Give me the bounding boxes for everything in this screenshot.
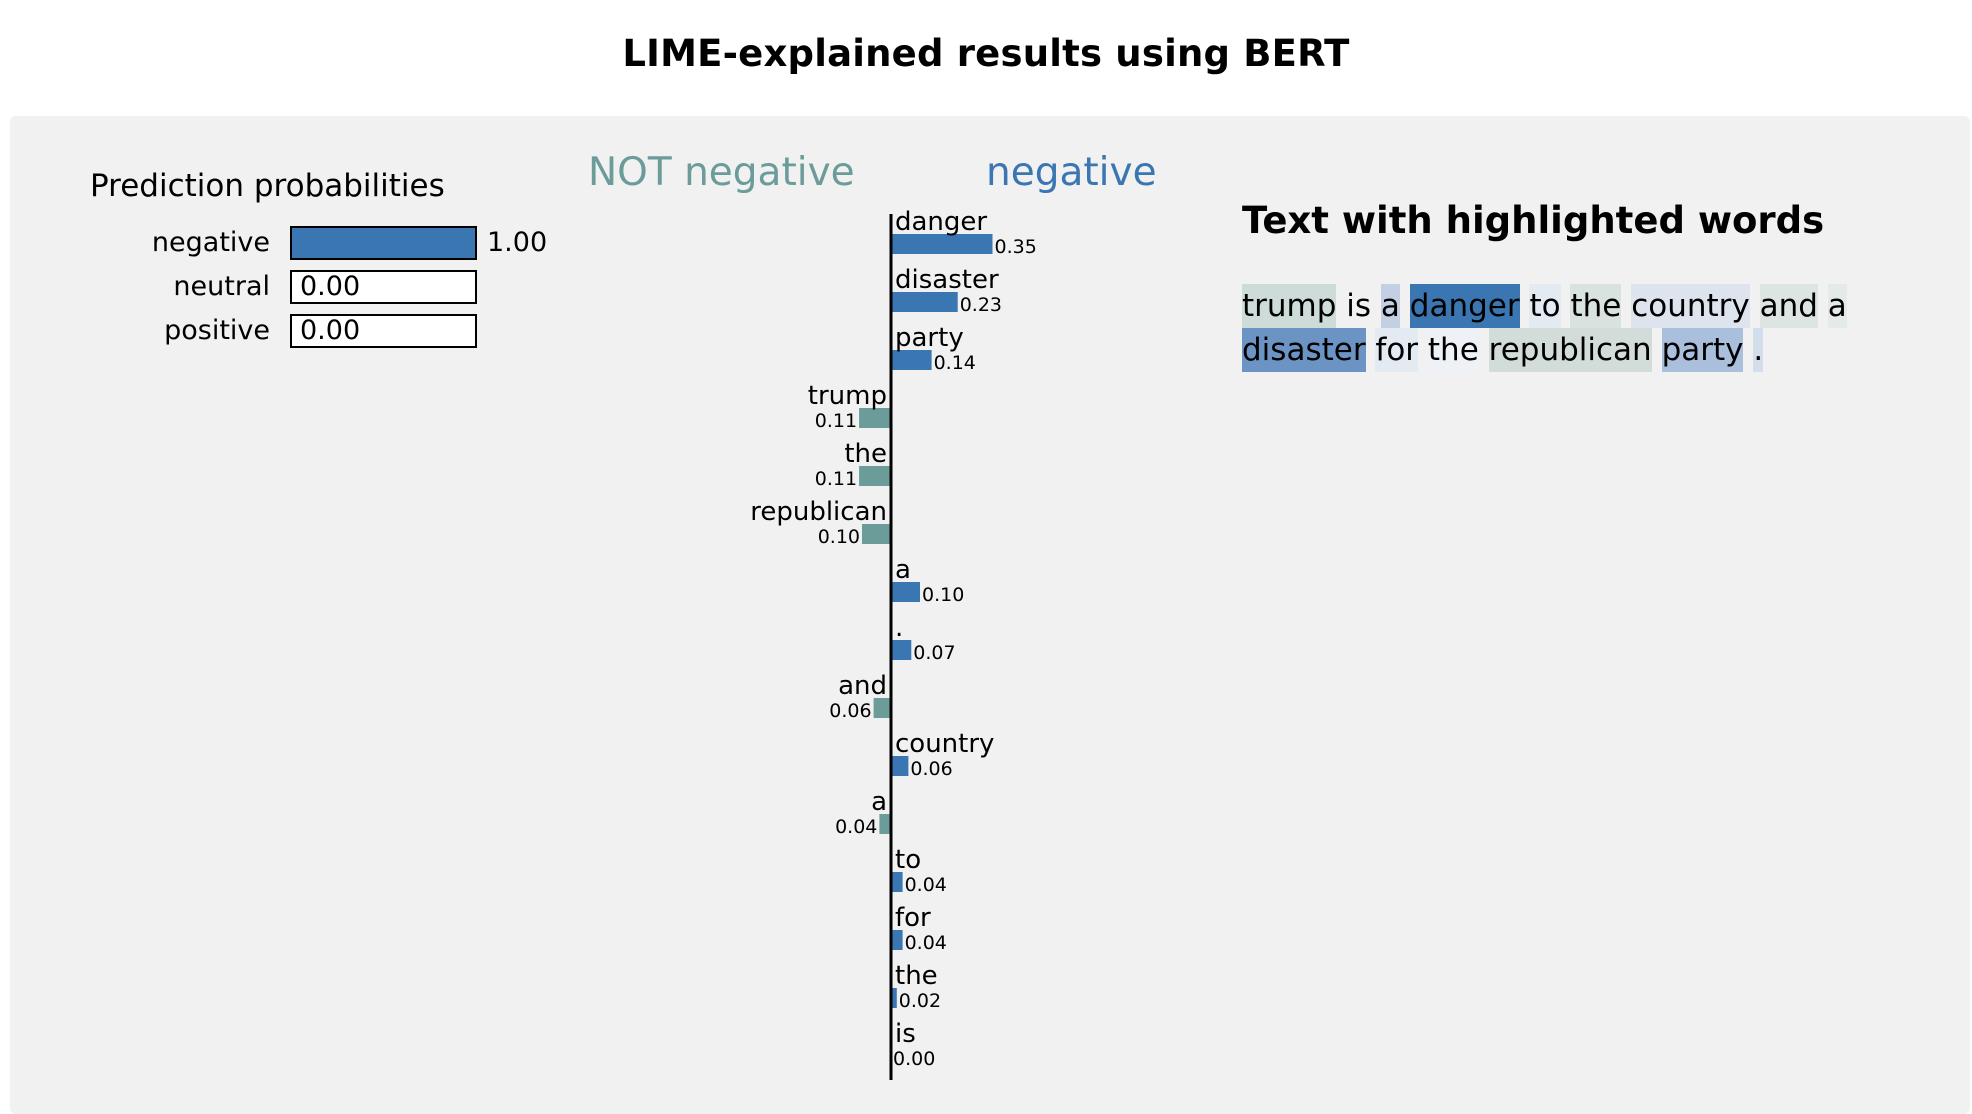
weight-label: 0.04 xyxy=(905,932,947,954)
weight-bar xyxy=(891,930,903,950)
prob-value: 0.00 xyxy=(300,315,361,346)
word-label: trump xyxy=(808,381,887,411)
highlighted-word: the xyxy=(1427,328,1479,372)
prob-value: 0.00 xyxy=(300,271,361,302)
word-space xyxy=(1400,284,1410,328)
prob-row-positive: positive 0.00 xyxy=(0,314,600,348)
weight-bar xyxy=(891,292,958,312)
prob-bar-fill xyxy=(292,228,475,258)
word-label: . xyxy=(895,613,903,643)
word-label: the xyxy=(895,961,938,991)
word-label: for xyxy=(895,903,931,933)
weight-label: 0.35 xyxy=(995,236,1037,258)
word-space xyxy=(1371,284,1381,328)
highlighted-word: danger xyxy=(1409,284,1520,328)
weight-bar xyxy=(891,756,909,776)
page-title: LIME-explained results using BERT xyxy=(622,32,1350,75)
word-label: the xyxy=(844,439,887,469)
word-space xyxy=(1621,284,1631,328)
weight-bar xyxy=(891,582,920,602)
prob-label: negative xyxy=(151,227,270,258)
weight-bar xyxy=(862,524,891,544)
highlighted-word: a xyxy=(1827,284,1847,328)
word-label: disaster xyxy=(895,265,999,295)
highlighted-word: to xyxy=(1529,284,1561,328)
weight-label: 0.11 xyxy=(815,468,857,490)
weight-label: 0.07 xyxy=(913,642,955,664)
highlighted-word: a xyxy=(1380,284,1400,328)
highlighted-word: disaster xyxy=(1242,328,1366,372)
weight-bar xyxy=(891,350,932,370)
weight-label: 0.06 xyxy=(829,700,871,722)
word-label: country xyxy=(895,729,994,759)
weight-label: 0.14 xyxy=(934,352,976,374)
prob-bar xyxy=(290,226,477,260)
word-label: party xyxy=(895,323,964,353)
prob-bar: 0.00 xyxy=(290,314,477,348)
weight-label: 0.23 xyxy=(960,294,1002,316)
word-space xyxy=(1750,284,1760,328)
word-space xyxy=(1479,328,1489,372)
weight-bar xyxy=(873,698,891,718)
prob-value: 1.00 xyxy=(487,227,548,258)
weight-bar xyxy=(859,466,891,486)
weight-label: 0.06 xyxy=(910,758,952,780)
weight-bar xyxy=(891,988,897,1008)
weight-label: 0.10 xyxy=(922,584,964,606)
weight-bar xyxy=(879,814,891,834)
prediction-probabilities-heading: Prediction probabilities xyxy=(90,168,445,204)
word-space xyxy=(1743,328,1753,372)
highlighted-word: and xyxy=(1759,284,1818,328)
word-space xyxy=(1561,284,1571,328)
highlighted-word: for xyxy=(1375,328,1419,372)
highlighted-word: party xyxy=(1661,328,1744,372)
highlighted-text: trump is a danger to the country and a d… xyxy=(1242,284,1882,372)
prob-row-neutral: neutral 0.00 xyxy=(0,270,600,304)
word-label: and xyxy=(838,671,887,701)
weight-bar xyxy=(891,640,912,660)
class-label-negative: negative xyxy=(986,150,1157,195)
word-space xyxy=(1520,284,1530,328)
highlighted-text-heading: Text with highlighted words xyxy=(1242,199,1825,242)
highlighted-word: the xyxy=(1570,284,1622,328)
highlighted-word: country xyxy=(1631,284,1750,328)
word-space xyxy=(1336,284,1346,328)
word-space xyxy=(1366,328,1376,372)
word-space xyxy=(1418,328,1428,372)
word-label: to xyxy=(895,845,921,875)
weight-label: 0.04 xyxy=(905,874,947,896)
weight-label: 0.11 xyxy=(815,410,857,432)
prob-label: positive xyxy=(164,315,270,346)
weight-label: 0.10 xyxy=(818,526,860,548)
word-label: a xyxy=(895,555,911,585)
class-label-not-negative: NOT negative xyxy=(588,150,855,195)
highlighted-word: republican xyxy=(1488,328,1652,372)
weight-label: 0.04 xyxy=(835,816,877,838)
weight-label: 0.02 xyxy=(899,990,941,1012)
weight-bar xyxy=(859,408,891,428)
prob-row-negative: negative 1.00 xyxy=(0,226,600,260)
highlighted-word: trump xyxy=(1242,284,1337,328)
word-space xyxy=(1652,328,1662,372)
word-label: a xyxy=(871,787,887,817)
highlighted-word: is xyxy=(1346,288,1372,324)
weight-bar xyxy=(891,872,903,892)
word-label: republican xyxy=(750,497,887,527)
highlighted-word: . xyxy=(1753,328,1764,372)
weight-label: 0.00 xyxy=(893,1048,935,1070)
word-label: is xyxy=(895,1019,916,1049)
word-label: danger xyxy=(895,207,987,237)
prob-bar: 0.00 xyxy=(290,270,477,304)
weight-bar xyxy=(891,234,993,254)
prob-label: neutral xyxy=(173,271,270,302)
word-space xyxy=(1818,284,1828,328)
